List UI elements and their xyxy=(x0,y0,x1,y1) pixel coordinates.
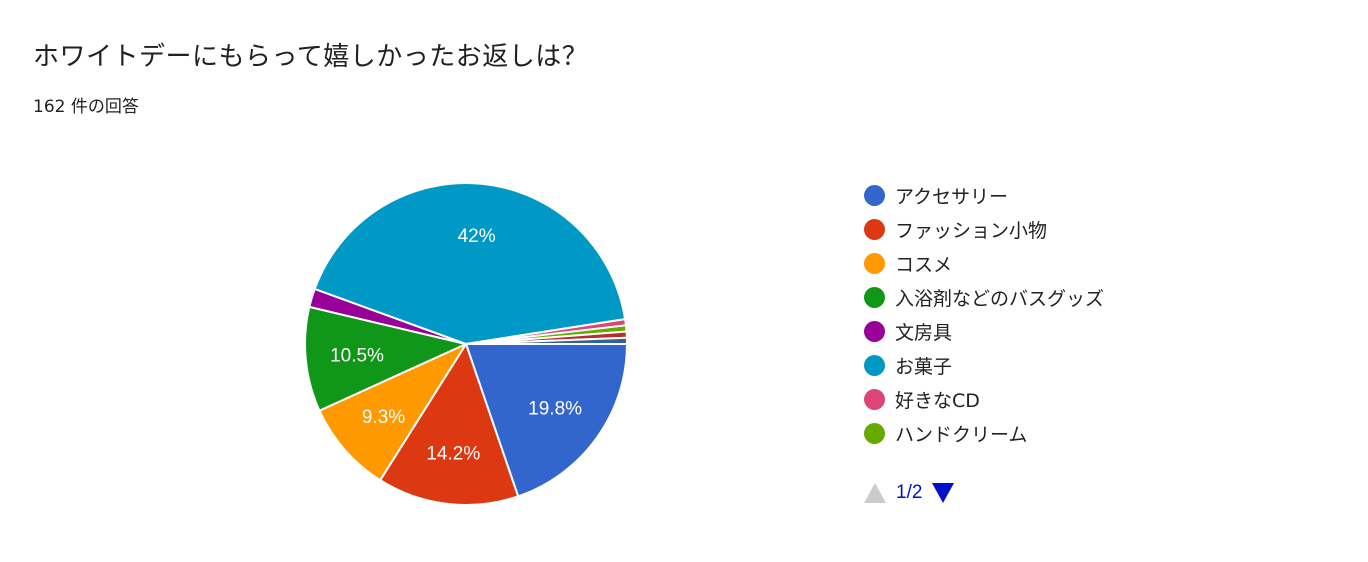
pie-slices[interactable] xyxy=(304,181,629,506)
pie-slice[interactable] xyxy=(313,181,627,346)
question-title: ホワイトデーにもらって嬉しかったお返しは？ xyxy=(33,42,589,72)
legend-swatch-icon xyxy=(864,422,885,444)
legend-swatch-icon xyxy=(864,388,885,410)
slice-percent-label: 42% xyxy=(458,226,496,247)
legend-label: 入浴剤などのバスグッズ xyxy=(895,287,1105,310)
legend-label: 文房具 xyxy=(895,321,953,344)
legend-item-favorite-cd[interactable]: 好きなCD xyxy=(864,382,1104,416)
legend-label: コスメ xyxy=(895,253,953,276)
legend-swatch-icon xyxy=(864,354,885,376)
legend-swatch-icon xyxy=(864,218,885,240)
legend-swatch-icon xyxy=(864,252,885,274)
slice-percent-label: 14.2% xyxy=(426,444,480,465)
legend-item-fashion-accessories[interactable]: ファッション小物 xyxy=(864,212,1104,246)
legend-page-indicator: 1/2 xyxy=(896,482,923,503)
legend-swatch-icon xyxy=(864,286,885,308)
legend-item-sweets[interactable]: お菓子 xyxy=(864,348,1104,382)
legend-label: ハンドクリーム xyxy=(895,423,1028,446)
legend-swatch-icon xyxy=(864,184,885,206)
legend-label: お菓子 xyxy=(895,355,953,378)
pie-slice[interactable] xyxy=(304,305,470,412)
slice-percent-label: 9.3% xyxy=(362,407,405,428)
legend-item-stationery[interactable]: 文房具 xyxy=(864,314,1104,348)
legend: アクセサリー ファッション小物 コスメ 入浴剤などのバスグッズ 文房具 お菓子 … xyxy=(864,178,1104,450)
pie-slice[interactable] xyxy=(464,343,629,498)
slice-percent-label: 19.8% xyxy=(528,399,582,420)
legend-item-bath-goods[interactable]: 入浴剤などのバスグッズ xyxy=(864,280,1104,314)
legend-item-hand-cream[interactable]: ハンドクリーム xyxy=(864,416,1104,450)
legend-label: アクセサリー xyxy=(895,185,1009,208)
triangle-down-icon[interactable] xyxy=(932,483,955,503)
legend-pager: 1/2 xyxy=(864,482,955,504)
triangle-up-icon[interactable] xyxy=(864,483,886,503)
legend-swatch-icon xyxy=(864,320,885,342)
legend-item-accessory[interactable]: アクセサリー xyxy=(864,178,1104,212)
pie-slice[interactable] xyxy=(318,341,469,482)
pie-labels: 19.8% 14.2% 9.3% 10.5% 42% xyxy=(330,226,582,465)
legend-item-cosmetics[interactable]: コスメ xyxy=(864,246,1104,280)
response-count: 162 件の回答 xyxy=(33,97,139,117)
pie-slice[interactable] xyxy=(378,341,520,506)
legend-label: ファッション小物 xyxy=(895,219,1048,242)
slice-percent-label: 10.5% xyxy=(330,346,384,367)
legend-label: 好きなCD xyxy=(895,389,980,412)
pie-slice[interactable] xyxy=(465,336,629,345)
